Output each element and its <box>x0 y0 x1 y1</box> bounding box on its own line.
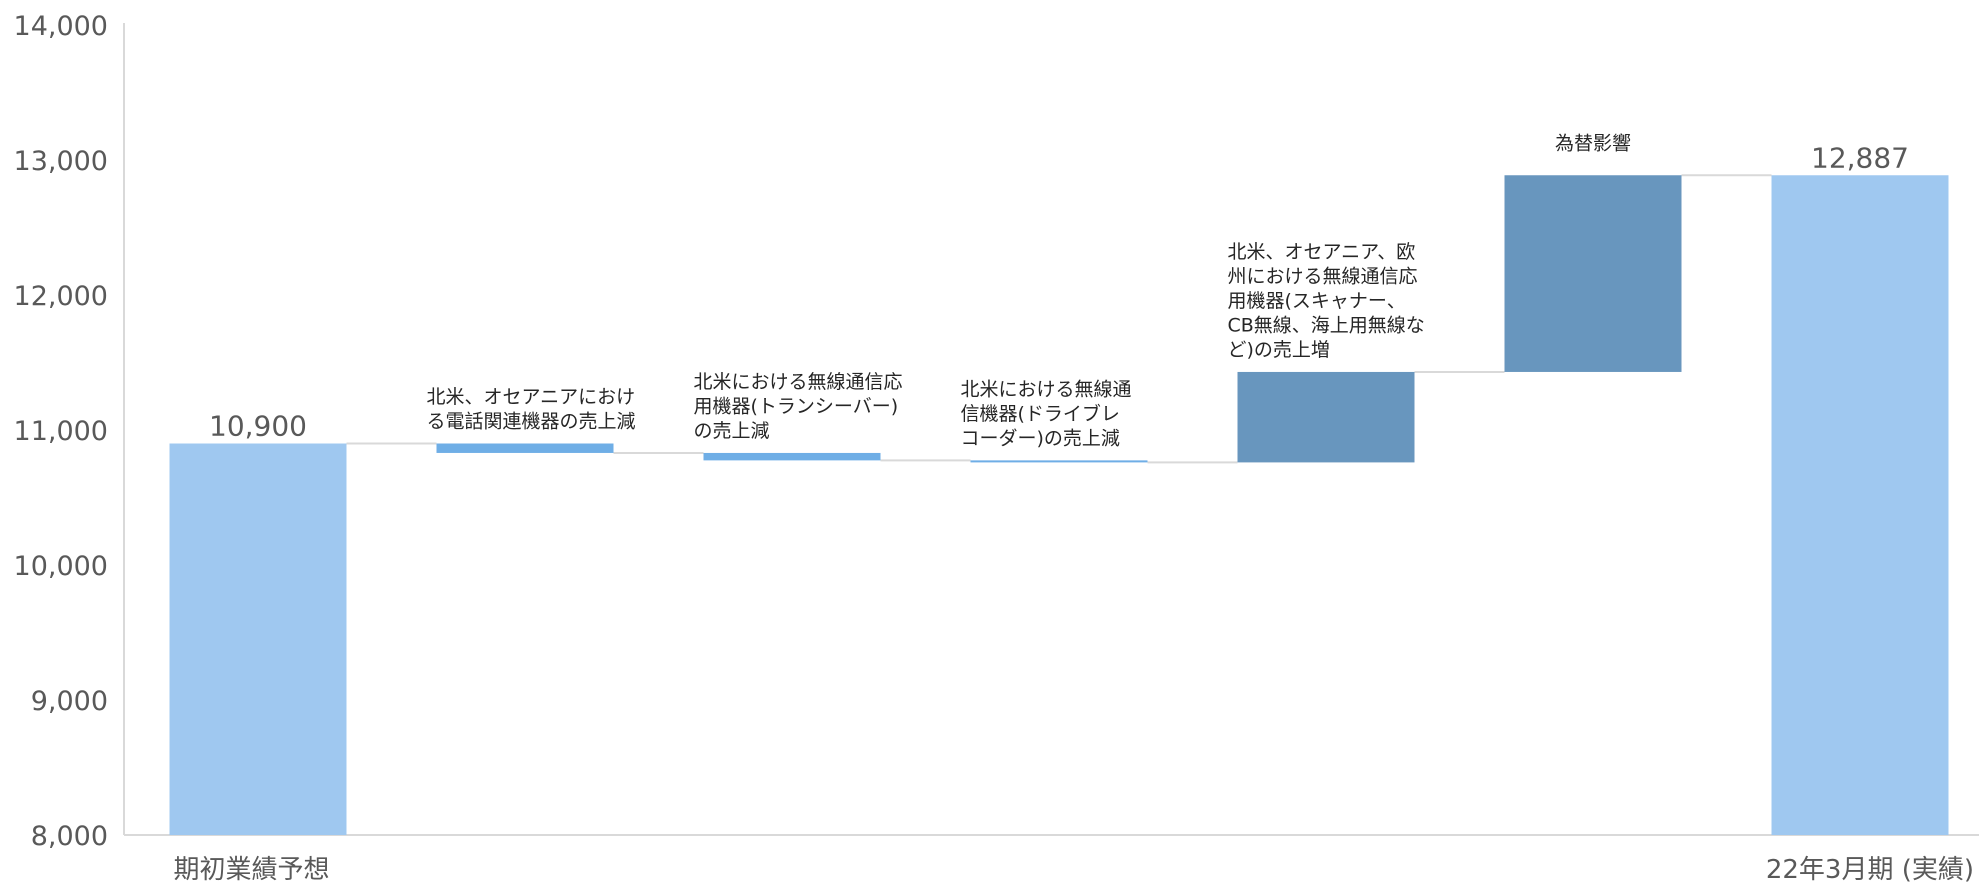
y-tick-label: 9,000 <box>31 686 108 717</box>
annotation-text: 北米における無線通信応 <box>694 371 903 393</box>
annotation-text: 北米における無線通 <box>961 378 1132 400</box>
increase-bar <box>1504 175 1682 372</box>
y-axis: 8,000 9,000 10,000 11,000 12,000 13,000 14,000 <box>14 11 1979 852</box>
decrease-bar <box>436 443 614 453</box>
y-tick-label: 8,000 <box>31 821 108 852</box>
annotation-text: 北米、オセアニアにおけ <box>427 386 636 408</box>
category-label: 期初業績予想 <box>174 855 330 884</box>
y-tick-label: 10,000 <box>14 551 108 582</box>
bars <box>169 175 1949 835</box>
connector-lines <box>346 174 1772 464</box>
total-bar <box>1771 175 1949 835</box>
annotation-text: 北米、オセアニア、欧 <box>1228 241 1416 263</box>
y-tick-label: 13,000 <box>14 146 108 177</box>
y-tick-label: 14,000 <box>14 11 108 42</box>
annotation-text: コーダー)の売上減 <box>961 427 1120 449</box>
category-label: 22年3月期 (実績) <box>1766 855 1974 884</box>
decrease-bar <box>703 452 881 461</box>
total-bar <box>169 443 347 835</box>
annotation-text: 用機器(トランシーバー) <box>694 395 899 417</box>
y-tick-label: 11,000 <box>14 416 108 447</box>
annotation-text: る電話関連機器の売上減 <box>427 411 636 433</box>
annotation-text: 為替影響 <box>1555 132 1631 154</box>
annotation-text: 用機器(スキャナー、 <box>1228 290 1406 312</box>
increase-bar <box>1237 371 1415 463</box>
value-label: 10,900 <box>209 410 307 443</box>
decrease-bar <box>970 460 1148 463</box>
annotation-text: 州における無線通信応 <box>1228 265 1418 287</box>
annotation-text: CB無線、海上用無線な <box>1228 314 1425 336</box>
y-tick-label: 12,000 <box>14 281 108 312</box>
annotation-text: 信機器(ドライブレ <box>961 402 1120 425</box>
value-label: 12,887 <box>1811 141 1909 174</box>
annotation-text: ど)の売上増 <box>1228 339 1330 361</box>
annotation-text: の売上減 <box>694 420 770 442</box>
